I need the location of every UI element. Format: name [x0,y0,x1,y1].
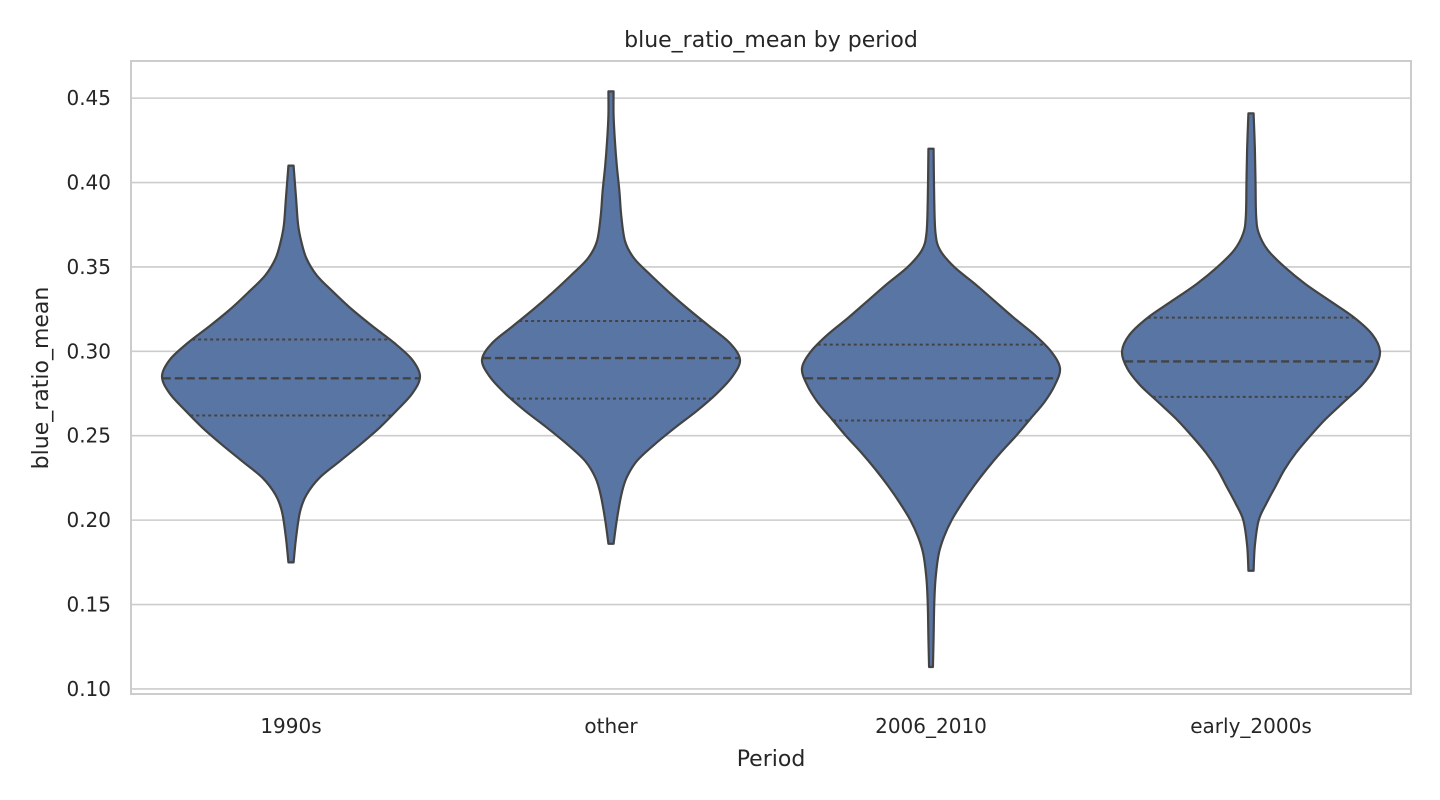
x-tick-label: 2006_2010 [875,714,987,738]
violin-2006_2010 [800,147,1062,669]
violin-other [480,90,742,545]
x-axis-label: Period [737,747,806,772]
x-tick-label: early_2000s [1190,714,1312,738]
y-tick-label: 0.35 [66,255,111,279]
violin-body [1120,112,1382,572]
violin-body [160,164,422,564]
violin-body [480,90,742,545]
plot-frame [130,60,1412,695]
y-tick-label: 0.40 [66,171,111,195]
violin-early_2000s [1120,112,1382,572]
x-tick-label: 1990s [260,714,321,738]
y-tick-label: 0.10 [66,677,111,701]
violins [160,90,1382,669]
x-tick-label: other [584,714,638,738]
violin-body [800,147,1062,669]
y-tick-label: 0.20 [66,508,111,532]
y-tick-label: 0.25 [66,424,111,448]
y-axis-label: blue_ratio_mean [29,287,54,470]
y-axis-ticks: 0.10 0.15 0.20 0.25 0.30 0.35 0.40 0.45 [66,86,111,701]
y-tick-label: 0.15 [66,593,111,617]
chart-title: blue_ratio_mean by period [624,28,918,53]
x-axis-ticks: 1990s other 2006_2010 early_2000s [260,714,1311,738]
violin-1990s [160,164,422,564]
y-tick-label: 0.45 [66,86,111,110]
y-tick-label: 0.30 [66,339,111,363]
